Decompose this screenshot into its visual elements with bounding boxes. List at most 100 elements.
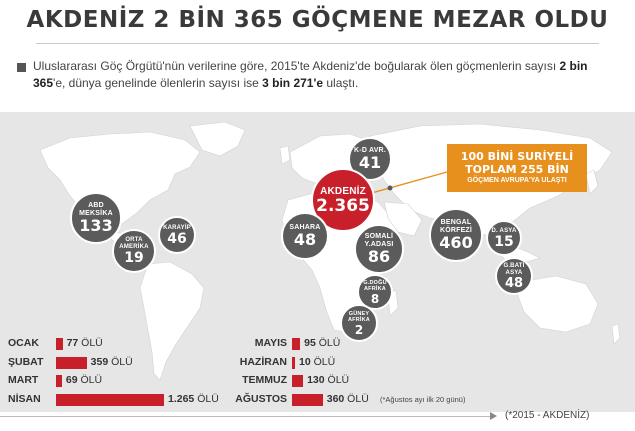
month-count: 10 [299,355,311,368]
month-count: 69 [65,374,78,386]
month-count: 1.265 [168,392,195,405]
region-label: AKDENİZ [320,185,366,197]
month-unit: ÖLÜ [315,337,341,349]
month-value: 130 ÖLÜ [307,374,349,386]
region-label-2: AMERİKA [119,244,149,250]
month-bar [292,393,323,406]
region-value: 48 [293,230,317,249]
australia-landmass [517,275,599,333]
month-count: 95 [304,337,316,349]
region-value: 2 [354,322,364,337]
region-label-1: GÜNEY [348,310,370,317]
month-name: NİSAN [8,392,41,405]
month-value: 360 ÖLÜ [327,393,369,405]
callout-connector-line [367,171,448,195]
region-bubble-karayip: KARAYİP 46 [158,216,196,254]
month-count: 359 [90,355,109,368]
region-bubble-g-bati-asya: G.BATI ASYA 48 [495,257,533,295]
region-label-2: KÖRFEZİ [439,227,473,234]
month-name: MART [8,374,39,386]
intro-text: Uluslararası Göç Örgütü'nün verilerine g… [33,58,593,92]
intro-bold-2: 3 bin 271'e [262,76,324,90]
region-bubble-guney-afrika: GÜNEY AFRİKA 2 [340,304,378,342]
month-name: OCAK [8,337,39,349]
intro-part-1: Uluslararası Göç Örgütü'nün verilerine g… [33,59,560,73]
month-bar [292,338,301,350]
region-value: 46 [167,231,187,247]
source-arrow-icon [490,412,497,420]
region-label: D. ASYA [491,228,517,234]
region-value: 41 [358,153,382,172]
region-value: 2.365 [316,195,370,216]
title-divider [36,43,599,44]
intro-bullet-icon [17,63,26,72]
region-label-2: AFRİKA [348,317,370,323]
uk-landmass [279,145,291,165]
region-label-1: G.DOĞU [363,279,387,286]
month-unit: ÖLÜ [194,392,219,405]
south-america-landmass [139,261,205,381]
region-label-1: BENGAL [440,219,472,226]
month-unit: ÖLÜ [77,374,103,386]
region-label-2: AFRİKA [364,286,386,292]
month-bar [56,393,164,406]
region-value: 460 [439,233,473,252]
region-label: KARAYİP [163,225,191,231]
new-zealand-landmass [611,323,621,345]
month-count: 130 [307,374,325,386]
arabia-landmass [383,201,423,237]
month-unit: ÖLÜ [108,355,133,368]
region-label-1: ABD [88,202,104,209]
greenland-landmass [189,121,246,157]
month-name: HAZİRAN [239,355,287,368]
region-value: 133 [79,216,113,235]
region-value: 86 [367,247,391,266]
intro-part-2: 'e, dünya genelinde ölenlerin sayısı ise [53,76,263,90]
region-bubble-d-asya: D. ASYA 15 [486,220,522,256]
region-label-2: MEKSİKA [79,210,113,217]
region-value: 48 [504,275,524,291]
month-value: 69 ÖLÜ [66,374,102,386]
callout-line-3: GÖÇMEN AVRUPA'YA ULAŞTI [467,177,567,184]
region-label-1: ORTA [125,237,143,243]
callout-line-1: 100 BİNİ SURİYELİ [460,150,574,163]
intro-part-3: ulaştı. [323,76,359,90]
month-bar [56,338,63,350]
month-bar [56,356,87,369]
akdeniz-marker-dot [387,185,393,191]
region-bubble-akdeniz: AKDENİZ 2.365 [311,168,375,232]
month-value: 10 ÖLÜ [299,356,335,368]
month-value: 359 ÖLÜ [91,356,133,368]
region-value: 19 [124,250,144,266]
month-unit: ÖLÜ [78,337,103,349]
region-value: 8 [370,291,380,306]
month-value: 77 ÖLÜ [67,337,103,349]
region-label-2: Y.ADASI [364,241,394,248]
region-label: K-D AVR. [354,147,386,154]
month-unit: ÖLÜ [310,355,336,368]
month-name: AĞUSTOS [235,392,287,405]
august-footnote: (*Ağustos ayı ilk 20 günü) [380,395,466,404]
month-name: MAYIS [254,337,287,349]
migrants-callout-box: 100 BİNİ SURİYELİ TOPLAM 255 BİN GÖÇMEN … [447,144,587,192]
region-bubble-bengal: BENGAL KÖRFEZİ 460 [429,208,483,262]
region-bubble-orta-amerika: ORTA AMERİKA 19 [112,229,156,273]
region-label: SAHARA [289,224,321,231]
month-count: 360 [326,392,345,405]
region-bubble-somali: SOMALİ Y.ADASI 86 [354,224,404,274]
region-label-1: G.BATI [503,262,525,269]
month-name: TEMMUZ [242,374,287,386]
callout-line-2: TOPLAM 255 BİN [465,163,569,176]
month-name: ŞUBAT [8,355,44,368]
region-bubble-sahara: SAHARA 48 [281,212,329,260]
source-label: (*2015 - AKDENİZ) [505,410,590,421]
month-bar [292,375,304,387]
region-label-2: ASYA [505,269,523,276]
source-divider [0,416,492,417]
page-title: AKDENİZ 2 BİN 365 GÖÇMENE MEZAR OLDU [26,7,609,33]
month-value: 95 ÖLÜ [304,337,340,349]
intro-bold-1: 2 bin 365 [33,59,588,90]
japan-landmass [585,169,599,195]
month-unit: ÖLÜ [324,374,350,386]
month-value: 1.265 ÖLÜ [168,393,219,405]
